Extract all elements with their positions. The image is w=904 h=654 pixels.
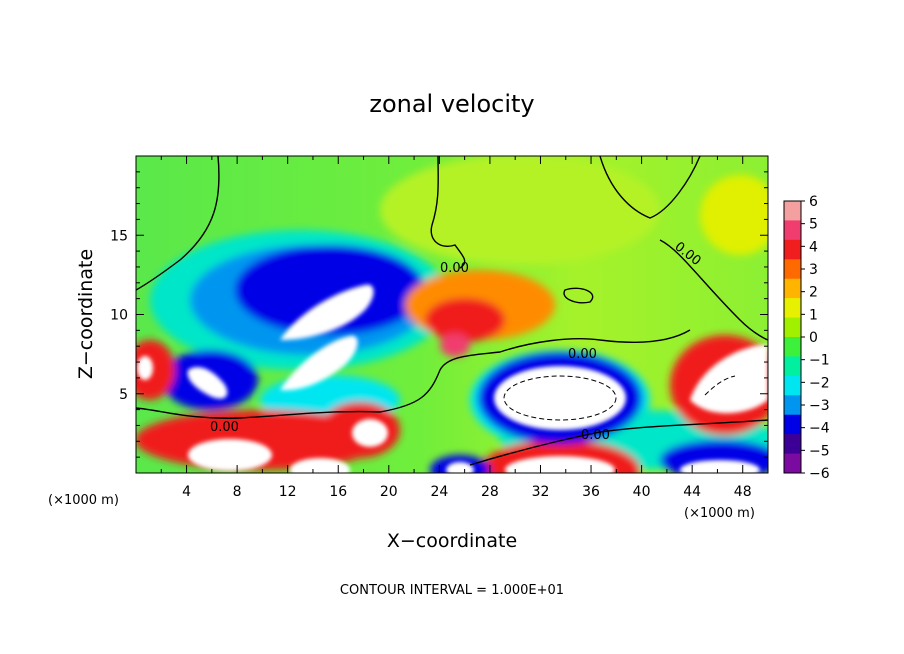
x-tick-label: 32 [532, 484, 550, 500]
colorbar-swatch [784, 356, 801, 377]
colorbar-swatch [784, 414, 801, 435]
x-tick-label: 20 [380, 484, 398, 500]
colorbar-swatch [784, 375, 801, 396]
x-tick-label: 40 [633, 484, 651, 500]
colorbar-swatch [784, 453, 801, 474]
velocity-field [136, 156, 768, 473]
x-tick-label: 16 [329, 484, 347, 500]
colorbar-label: −3 [809, 398, 830, 414]
x-tick-label: 44 [683, 484, 701, 500]
x-tick-label: 12 [279, 484, 297, 500]
colorbar: 6 5 4 3 2 1 0 −1 −2 −3 −4 −5 −6 [783, 194, 830, 482]
colorbar-swatch [784, 317, 801, 338]
x-tick-label: 48 [734, 484, 752, 500]
x-tick-label: 24 [430, 484, 448, 500]
contour-label: 0.00 [210, 420, 239, 435]
colorbar-label: 5 [809, 217, 818, 233]
x-unit-right: (×1000 m) [684, 506, 755, 521]
x-axis-label: X−coordinate [387, 530, 517, 552]
x-unit-left: (×1000 m) [48, 493, 119, 508]
colorbar-swatch [784, 337, 801, 357]
y-tick-label: 5 [119, 387, 128, 403]
colorbar-label: −6 [809, 466, 830, 482]
colorbar-label: 6 [809, 194, 818, 210]
contour-label: 0.00 [440, 261, 469, 276]
colorbar-label: −4 [809, 421, 830, 437]
colorbar-swatch [784, 259, 801, 280]
colorbar-label: 2 [809, 285, 818, 301]
colorbar-label: −5 [809, 443, 830, 459]
colorbar-label: 4 [809, 239, 818, 255]
y-axis-label: Z−coordinate [75, 249, 97, 379]
contour-label: 0.00 [568, 347, 597, 362]
colorbar-swatch [784, 278, 801, 299]
x-tick-label: 28 [481, 484, 499, 500]
x-tick-label: 36 [582, 484, 600, 500]
colorbar-swatch [784, 434, 801, 455]
x-axis-ticks: 4 8 12 16 20 24 28 32 36 40 44 48 [160, 156, 752, 500]
contour-label: 0.00 [581, 428, 610, 443]
x-tick-label: 8 [233, 484, 242, 500]
chart-title: zonal velocity [369, 90, 534, 118]
y-axis-ticks: 5 10 15 [110, 171, 768, 458]
colorbar-label: 0 [809, 330, 818, 346]
colorbar-label: −1 [809, 353, 830, 369]
y-tick-label: 10 [110, 308, 128, 324]
colorbar-swatch [784, 239, 801, 260]
colorbar-swatch [784, 220, 801, 241]
colorbar-swatch [784, 298, 801, 319]
colorbar-label: −2 [809, 375, 830, 391]
contour-interval-note: CONTOUR INTERVAL = 1.000E+01 [340, 583, 564, 598]
x-tick-label: 4 [182, 484, 191, 500]
y-tick-label: 15 [110, 228, 128, 244]
colorbar-label: 1 [809, 307, 818, 323]
colorbar-swatch [784, 201, 801, 221]
colorbar-label: 3 [809, 262, 818, 278]
colorbar-swatch [784, 395, 801, 416]
